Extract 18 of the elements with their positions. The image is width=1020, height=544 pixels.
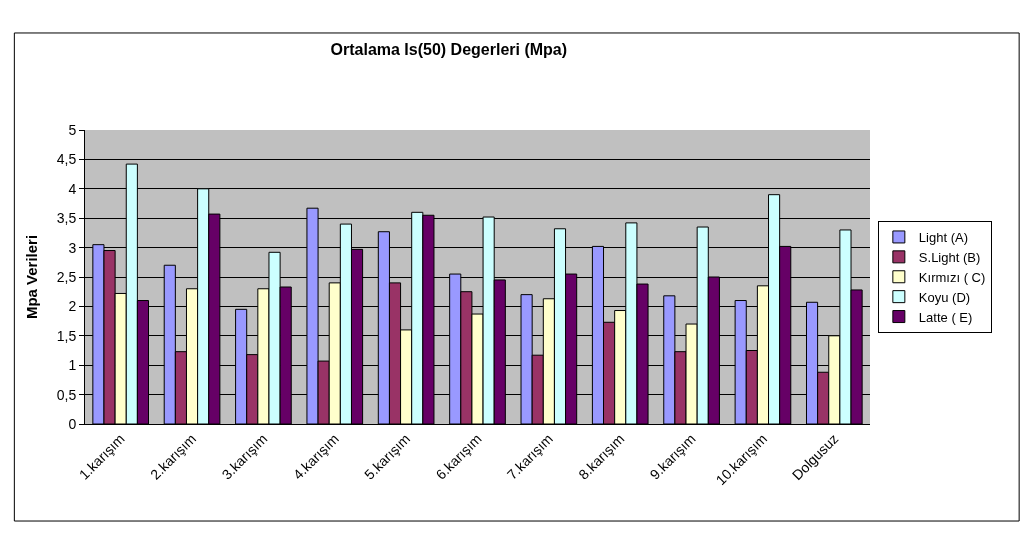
y-tick-label: 0 bbox=[68, 415, 77, 432]
y-tick-label: 3,5 bbox=[56, 210, 77, 227]
y-tick-label: 0,5 bbox=[56, 386, 77, 403]
legend-label: S.Light (B) bbox=[918, 249, 981, 265]
y-tick-label: 1,5 bbox=[56, 327, 77, 344]
y-axis-title: Mpa Verileri bbox=[22, 234, 40, 320]
y-tick-label: 2,5 bbox=[56, 268, 77, 285]
y-tick-label: 4,5 bbox=[56, 151, 77, 168]
legend-label: Kırmızı ( C) bbox=[918, 269, 986, 285]
legend-label: Koyu (D) bbox=[918, 289, 971, 305]
y-tick-label: 3 bbox=[68, 239, 77, 256]
y-tick-label: 5 bbox=[68, 121, 77, 138]
y-tick-label: 4 bbox=[68, 180, 77, 197]
y-tick-label: 2 bbox=[68, 298, 77, 315]
y-tick-label: 1 bbox=[68, 357, 77, 374]
legend-label: Light (A) bbox=[918, 230, 968, 246]
chart-title: Ortalama Is(50) Degerleri (Mpa) bbox=[330, 40, 568, 58]
legend-label: Latte ( E) bbox=[918, 309, 973, 325]
